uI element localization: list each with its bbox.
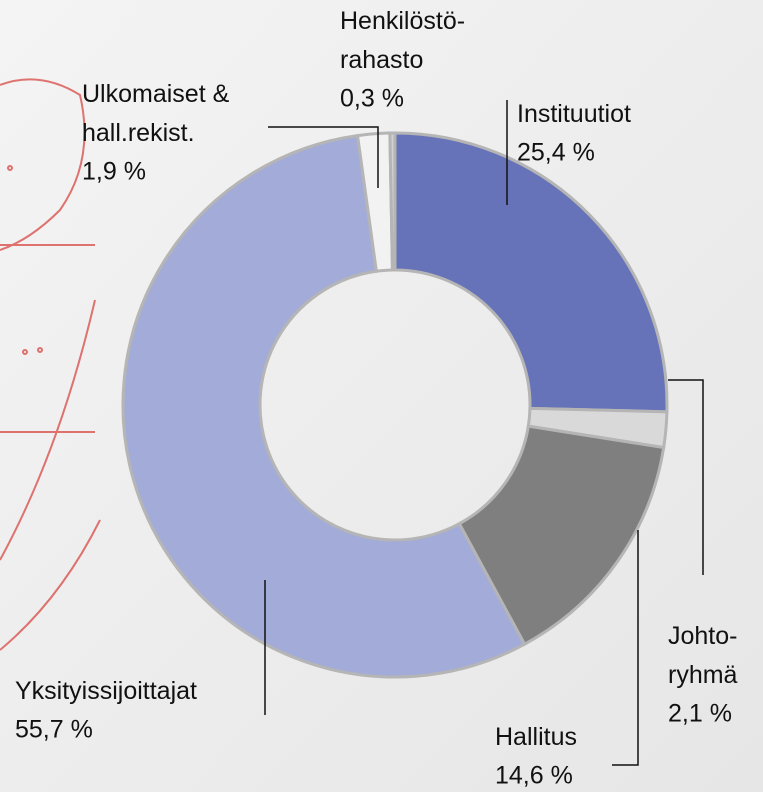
label-line: Henkilöstö- <box>340 7 465 35</box>
label-line: rahasto <box>340 46 423 74</box>
category-label: Instituutiot <box>517 100 631 128</box>
map-decoration <box>0 78 101 651</box>
category-label: Ulkomaiset & hall.rekist. <box>82 80 230 147</box>
donut-segment <box>388 131 397 272</box>
leader-line <box>612 530 639 766</box>
label-line: Yksityissijoittajat <box>15 677 197 705</box>
category-label: Hallitus <box>495 723 577 751</box>
leader-line <box>668 379 704 575</box>
donut-segment <box>121 133 527 679</box>
value-label: 0,3 % <box>340 85 404 113</box>
donut <box>121 131 669 679</box>
value-label: 1,9 % <box>82 158 146 186</box>
category-label: Johto-ryhmä <box>668 622 738 689</box>
value-label: 2,1 % <box>668 700 732 728</box>
donut-segment <box>457 424 666 647</box>
label-line: ryhmä <box>668 661 738 689</box>
value-label: 14,6 % <box>495 762 573 790</box>
donut-segment <box>393 131 669 414</box>
category-label: Henkilöstö-rahasto <box>340 7 465 74</box>
labels: Instituutiot 25,4 % Johto-ryhmä 2,1 % Hallit… <box>15 7 738 790</box>
value-label: 55,7 % <box>15 716 93 744</box>
category-label: Yksityissijoittajat <box>15 677 197 705</box>
value-label: 25,4 % <box>517 139 595 167</box>
label-line: Ulkomaiset & <box>82 80 230 108</box>
leader-line <box>268 126 379 188</box>
label-line: Johto- <box>668 622 737 650</box>
label-line: Hallitus <box>495 723 577 751</box>
label-line: Instituutiot <box>517 100 631 128</box>
label-line: hall.rekist. <box>82 119 195 147</box>
